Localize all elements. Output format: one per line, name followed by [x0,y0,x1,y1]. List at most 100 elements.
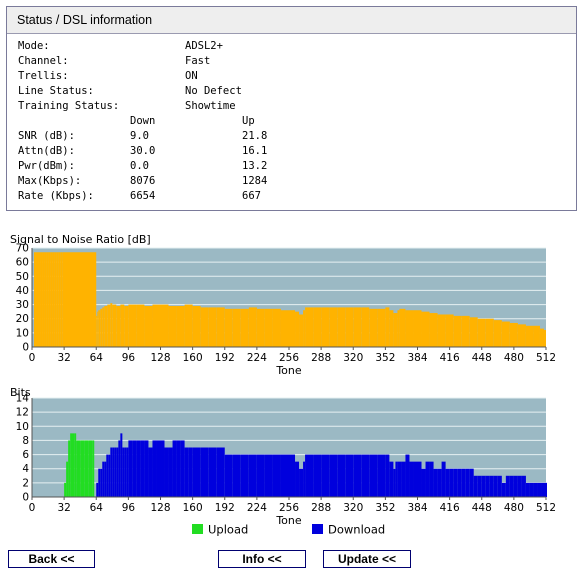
data-bar [377,454,386,497]
data-bar [60,252,63,347]
data-bar [128,440,133,497]
data-bar [84,440,89,497]
info-value: Showtime [185,100,236,112]
data-bar [405,310,414,347]
data-bar [96,315,98,347]
x-tick-label: 0 [29,352,36,364]
data-bar [525,482,530,497]
data-bar [240,308,249,347]
data-bar [100,468,103,497]
data-bar [305,454,314,497]
back-button[interactable]: Back << [8,550,95,568]
data-bar [272,454,281,497]
data-bar [70,433,75,497]
x-tick-label: 384 [407,352,427,364]
update-button[interactable]: Update << [323,550,411,568]
legend-swatch [312,524,323,534]
data-bar [48,252,51,347]
x-tick-label: 320 [343,352,363,364]
up-header: Up [242,115,255,127]
data-bar [132,440,137,497]
data-bar [389,310,394,347]
metric-label: Max(Kbps): [18,175,82,187]
x-tick-label: 480 [504,352,524,364]
data-bar [413,310,422,347]
data-bar [180,440,185,497]
data-bar [98,310,101,347]
data-bar [303,310,306,347]
data-bar [385,307,390,347]
data-bar [546,482,547,497]
data-bar [469,317,478,347]
y-tick-label: 60 [16,257,29,269]
x-tick-label: 192 [215,502,235,514]
data-bar [248,307,257,347]
x-tick-label: 32 [57,352,70,364]
data-bar [473,475,478,497]
data-bar [50,252,53,347]
data-bar [393,313,398,347]
data-bar [295,311,300,347]
info-label: Mode: [18,40,50,52]
y-tick-label: 30 [16,299,29,311]
x-tick-label: 352 [375,352,395,364]
data-bar [42,252,45,347]
data-bar [192,447,201,497]
data-bar [453,315,462,347]
x-tick-label: 256 [279,352,299,364]
metric-down: 9.0 [130,130,149,142]
data-bar [477,475,482,497]
x-tick-label: 224 [247,502,267,514]
data-bar [517,475,522,497]
dsl-info-panel: Status / DSL information Mode: ADSL2+ Chan… [6,6,577,211]
y-tick-label: 14 [16,393,30,405]
x-tick-label: 512 [536,352,556,364]
metric-up: 21.8 [242,130,268,142]
metric-down: 0.0 [130,160,149,172]
data-bar [140,440,145,497]
data-bar [303,461,306,497]
x-tick-label: 160 [183,502,203,514]
x-tick-label: 288 [311,502,331,514]
data-bar [449,468,454,497]
metric-up: 1284 [242,175,268,187]
y-tick-label: 10 [16,327,29,339]
data-bar [144,305,153,347]
data-bar [54,252,57,347]
info-button[interactable]: Info << [218,550,306,568]
data-bar [461,315,470,347]
data-bar [369,308,378,347]
data-bar [66,461,69,497]
data-bar [525,325,534,347]
data-bar [505,475,510,497]
data-bar [264,308,273,347]
metric-up: 13.2 [242,160,268,172]
x-tick-label: 448 [472,352,492,364]
data-bar [405,454,410,497]
data-bar [120,304,125,347]
snr-chart: Signal to Noise Ratio [dB] 0 10 20 30 40 50 60 7… [10,233,556,377]
data-bar [409,461,414,497]
data-bar [465,468,470,497]
data-bar [385,454,390,497]
x-tick-label: 96 [122,352,136,364]
data-bar [124,447,127,497]
data-bar [533,325,540,347]
y-tick-label: 12 [16,407,29,419]
x-tick-label: 128 [150,352,170,364]
x-axis-label: Tone [275,364,302,377]
x-tick-label: 384 [407,502,427,514]
data-bar [305,307,314,347]
data-bar [421,468,426,497]
data-bar [164,447,169,497]
data-bar [485,318,494,347]
info-label: Line Status: [18,85,94,97]
data-bar [353,307,362,347]
data-bar [393,468,396,497]
data-bar [106,454,109,497]
x-tick-label: 128 [150,502,170,514]
data-bar [421,311,430,347]
data-bar [425,461,430,497]
x-tick-label: 96 [122,502,136,514]
data-bar [401,461,406,497]
